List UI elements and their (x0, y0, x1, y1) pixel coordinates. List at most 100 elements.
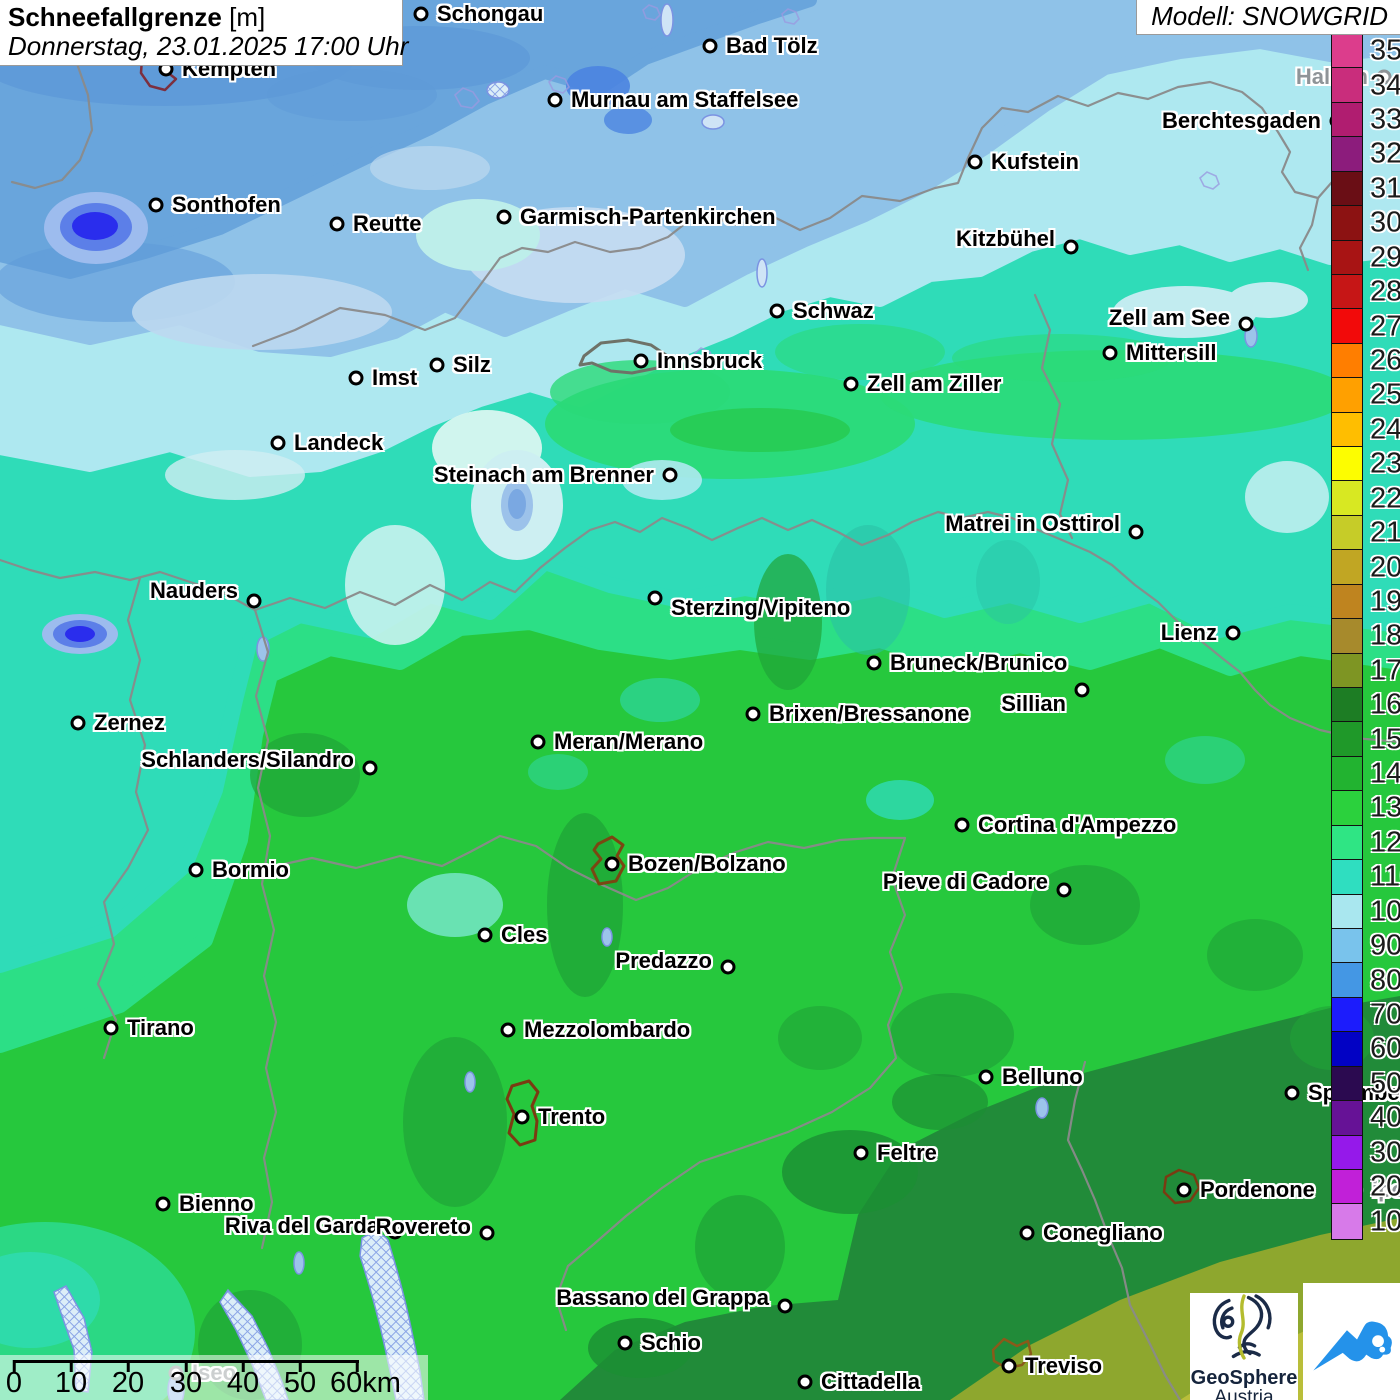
colorbar-swatch (1332, 206, 1362, 241)
city-dot (413, 6, 429, 22)
city-dot (866, 655, 882, 671)
page-title: Schneefallgrenze [m] (8, 2, 392, 32)
colorbar-value: 900 (1370, 929, 1400, 962)
city-label: Riva del Garda (224, 1213, 379, 1238)
colorbar-legend: 3500 3400 3300 3200 3100 3000 2900 (1331, 33, 1400, 1240)
colorbar-cell: 1500 (1332, 722, 1400, 757)
city-dot (188, 862, 204, 878)
colorbar-cell: 1600 (1332, 688, 1400, 723)
scalebar-tick-label: 40 (226, 1367, 260, 1399)
colorbar-swatch (1332, 894, 1362, 929)
colorbar-value: 1100 (1370, 860, 1400, 893)
city-dot (769, 303, 785, 319)
city-label: Lienz (1160, 620, 1217, 645)
city-label: Predazzo (615, 948, 712, 973)
city-label: Schwaz (793, 298, 874, 323)
scalebar-tick-label: 10 (54, 1367, 88, 1399)
city-label: Bozen/Bolzano (628, 851, 786, 876)
model-label: Modell: SNOWGRID (1151, 1, 1388, 31)
colorbar-cell: 600 (1332, 1032, 1400, 1067)
colorbar-swatch (1332, 137, 1362, 172)
colorbar-value: 1700 (1370, 654, 1400, 687)
colorbar-cell: 2400 (1332, 412, 1400, 448)
city-label: Trento (538, 1104, 606, 1129)
city-label: Meran/Merano (554, 729, 704, 754)
colorbar-swatch (1332, 34, 1362, 69)
colorbar-swatch (1332, 653, 1362, 689)
city-dot (530, 734, 546, 750)
colorbar-value: 3500 (1370, 34, 1400, 67)
city-dot (604, 856, 620, 872)
colorbar-swatch (1332, 1032, 1362, 1067)
colorbar-value: 2400 (1370, 413, 1400, 446)
colorbar-cell: 200 (1332, 1169, 1400, 1205)
colorbar-cell: 1200 (1332, 825, 1400, 861)
colorbar-cell: 1800 (1332, 619, 1400, 654)
colorbar-swatch (1332, 309, 1362, 344)
city-dot (70, 715, 86, 731)
city-label: Nauders (149, 578, 238, 603)
scalebar-tick-line (184, 1360, 188, 1372)
city-dot (647, 590, 663, 606)
city-label: Reutte (353, 211, 422, 236)
city-label: Tirano (127, 1015, 194, 1040)
city-label: Kitzbühel (956, 226, 1055, 251)
scalebar-tick-line (355, 1360, 359, 1372)
geosphere-org-name: GeoSphere (1190, 1367, 1298, 1389)
scalebar-tick-label: 60km (330, 1367, 401, 1399)
colorbar-value: 3200 (1370, 137, 1400, 170)
city-label: Steinach am Brenner (433, 462, 654, 487)
colorbar-swatch (1332, 1101, 1362, 1136)
city-dot (348, 370, 364, 386)
city-dot (1238, 316, 1254, 332)
city-dot (967, 154, 983, 170)
city-label: Bienno (179, 1191, 254, 1216)
colorbar-value: 1800 (1370, 619, 1400, 652)
city-dot (429, 357, 445, 373)
city-label: Mezzolombardo (524, 1017, 691, 1042)
colorbar-swatch (1332, 756, 1362, 792)
colorbar-swatch (1332, 1066, 1362, 1102)
city-dot (500, 1022, 516, 1038)
city-label: Imst (372, 365, 418, 390)
colorbar-cell: 1100 (1332, 860, 1400, 895)
colorbar-cell: 2300 (1332, 447, 1400, 482)
colorbar-value: 100 (1370, 1205, 1400, 1238)
colorbar-value: 3300 (1370, 103, 1400, 136)
colorbar-cell: 2000 (1332, 550, 1400, 585)
city-dot (1102, 345, 1118, 361)
city-dot (1176, 1182, 1192, 1198)
geosphere-logo-box: GeoSphere Austria (1190, 1293, 1298, 1400)
city-dot (1074, 682, 1090, 698)
avalanche-logo-box (1303, 1283, 1400, 1400)
scalebar-tick-label: 50 (283, 1367, 317, 1399)
colorbar-cell: 2200 (1332, 481, 1400, 516)
product-name: Schneefallgrenze (8, 2, 222, 32)
city-dot (496, 209, 512, 225)
colorbar-value: 2000 (1370, 551, 1400, 584)
city-label: Bruneck/Brunico (890, 650, 1068, 675)
city-label: Cortina d'Ampezzo (978, 812, 1177, 837)
colorbar-swatch (1332, 963, 1362, 998)
city-label: Matrei in Osttirol (945, 511, 1120, 536)
city-dot (479, 1225, 495, 1241)
city-label: Berchtesgaden (1162, 108, 1321, 133)
colorbar-swatch (1332, 825, 1362, 861)
colorbar-value: 3000 (1370, 206, 1400, 239)
city-dot (547, 92, 563, 108)
colorbar-value: 2500 (1370, 378, 1400, 411)
scalebar-tick-line (241, 1360, 245, 1372)
distance-scalebar: 0 10 20 30 40 50 60k (0, 1355, 428, 1400)
scalebar-tick-line (126, 1360, 130, 1372)
colorbar-swatch (1332, 412, 1362, 448)
colorbar-value: 1300 (1370, 791, 1400, 824)
city-label: Pieve di Cadore (882, 869, 1048, 894)
colorbar-value: 400 (1370, 1101, 1400, 1134)
colorbar-swatch (1332, 515, 1362, 551)
colorbar-swatch (1332, 378, 1362, 413)
city-label: Bassano del Grappa (556, 1285, 769, 1310)
model-box: Modell: SNOWGRID (1136, 0, 1400, 35)
colorbar-value: 2600 (1370, 344, 1400, 377)
city-dot (1056, 882, 1072, 898)
city-label: Innsbruck (657, 348, 763, 373)
